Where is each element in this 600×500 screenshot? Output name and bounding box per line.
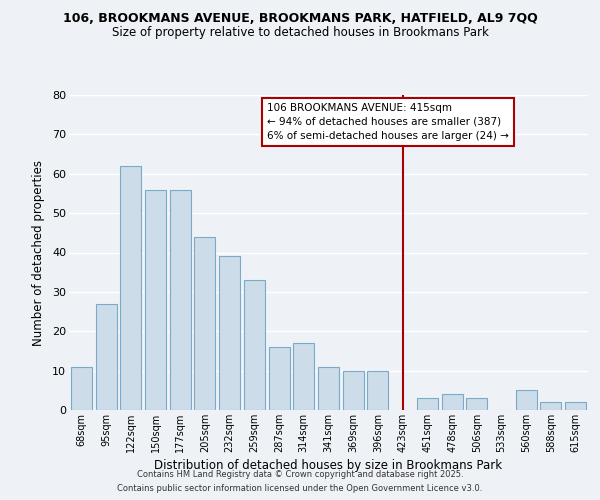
Bar <box>194 237 215 410</box>
Bar <box>565 402 586 410</box>
Text: Size of property relative to detached houses in Brookmans Park: Size of property relative to detached ho… <box>112 26 488 39</box>
Bar <box>343 370 364 410</box>
Bar <box>293 343 314 410</box>
Text: Contains public sector information licensed under the Open Government Licence v3: Contains public sector information licen… <box>118 484 482 493</box>
Bar <box>120 166 141 410</box>
Bar <box>145 190 166 410</box>
Bar <box>318 366 339 410</box>
X-axis label: Distribution of detached houses by size in Brookmans Park: Distribution of detached houses by size … <box>154 459 503 472</box>
Bar <box>219 256 240 410</box>
Bar <box>466 398 487 410</box>
Bar <box>417 398 438 410</box>
Bar <box>170 190 191 410</box>
Y-axis label: Number of detached properties: Number of detached properties <box>32 160 45 346</box>
Bar <box>442 394 463 410</box>
Text: 106 BROOKMANS AVENUE: 415sqm
← 94% of detached houses are smaller (387)
6% of se: 106 BROOKMANS AVENUE: 415sqm ← 94% of de… <box>267 103 509 141</box>
Bar <box>269 347 290 410</box>
Bar <box>541 402 562 410</box>
Bar <box>95 304 116 410</box>
Bar <box>367 370 388 410</box>
Text: 106, BROOKMANS AVENUE, BROOKMANS PARK, HATFIELD, AL9 7QQ: 106, BROOKMANS AVENUE, BROOKMANS PARK, H… <box>62 12 538 26</box>
Bar <box>71 366 92 410</box>
Text: Contains HM Land Registry data © Crown copyright and database right 2025.: Contains HM Land Registry data © Crown c… <box>137 470 463 479</box>
Bar <box>516 390 537 410</box>
Bar <box>244 280 265 410</box>
